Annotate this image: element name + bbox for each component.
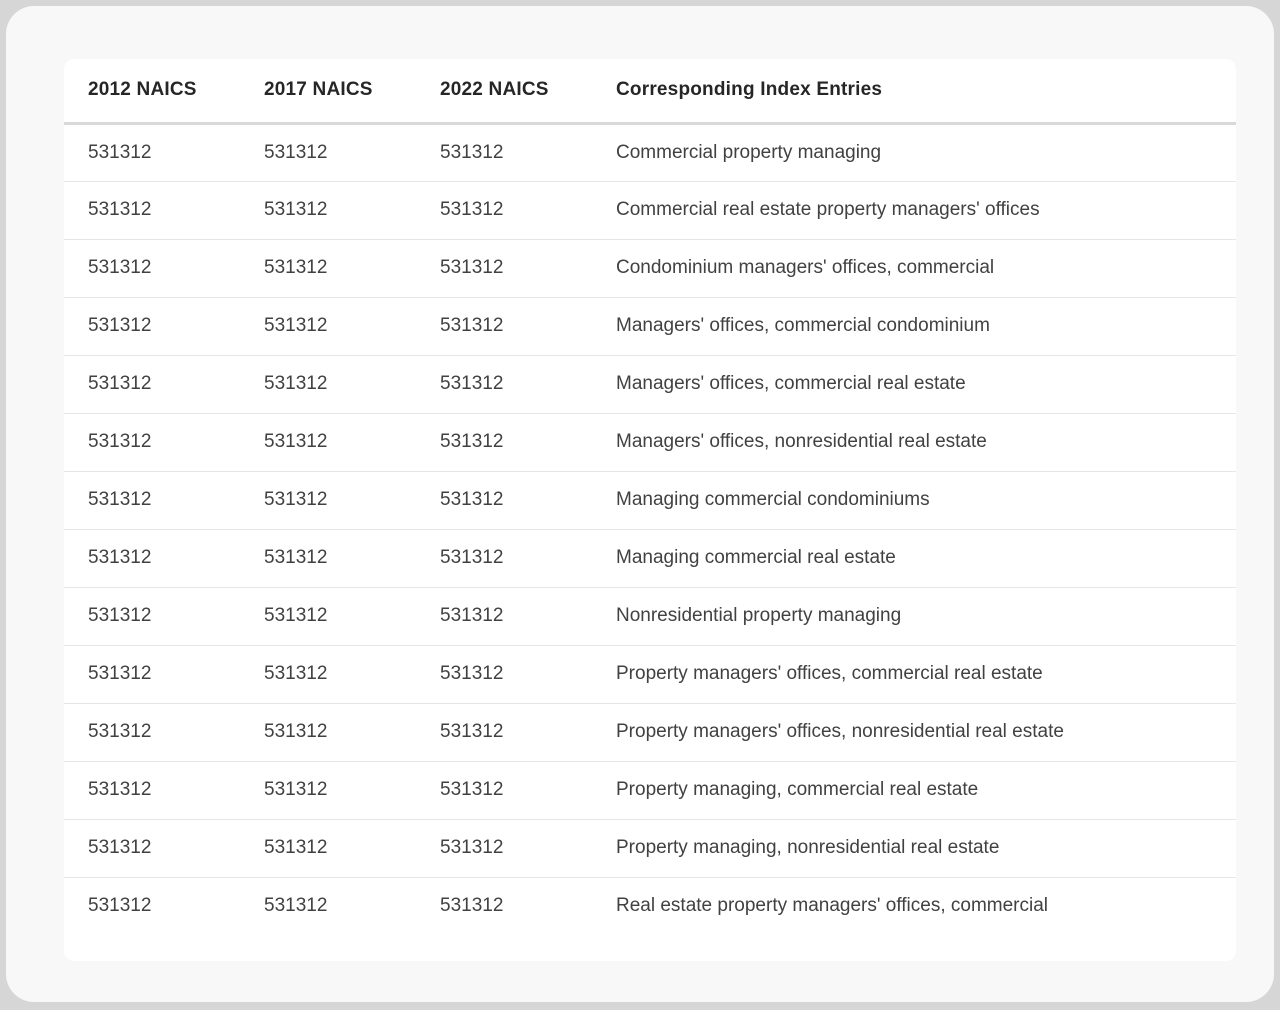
naics-code-cell: 531312: [440, 895, 504, 917]
naics-code-cell: 531312: [240, 239, 416, 298]
index-entry-cell: Property managers' offices, nonresidenti…: [592, 703, 1236, 762]
naics-code-cell: 531312: [64, 123, 240, 182]
naics-code-cell: 531312: [64, 181, 240, 240]
table-row: 531312 531312 531312 Property managing, non…: [64, 819, 1236, 878]
column-header-index-entries: Corresponding Index Entries: [592, 59, 1236, 125]
naics-code-cell: 531312: [64, 703, 240, 762]
naics-code-cell: 531312: [240, 413, 416, 472]
index-entry-cell: Managers' offices, nonresidential real e…: [592, 413, 1236, 472]
table-header-row: 2012 NAICS 2017 NAICS 2022 NAICS Corresp…: [64, 59, 1236, 125]
naics-code-cell: 531312: [240, 761, 416, 820]
naics-code-cell: 531312: [416, 529, 592, 588]
table-row: 531312 531312 531312 Property managers' off…: [64, 645, 1236, 704]
naics-code-cell: 531312: [240, 123, 416, 182]
naics-code-cell: 531312: [416, 239, 592, 298]
naics-code-cell: 531312: [240, 355, 416, 414]
index-entry-cell: Managing commercial condominiums: [592, 471, 1236, 530]
naics-code-cell: 531312: [416, 645, 592, 704]
table-row: 531312 531312 531312 Managers' offices, com…: [64, 297, 1236, 356]
naics-code-cell: 531312: [64, 645, 240, 704]
naics-code-cell: 531312: [416, 123, 592, 182]
index-entry-cell: Property managing, commercial real estat…: [592, 761, 1236, 820]
naics-code-cell: 531312: [64, 413, 240, 472]
naics-code-cell: 531312: [416, 471, 592, 530]
naics-code-cell: 531312: [64, 355, 240, 414]
naics-code-cell: 531312: [64, 761, 240, 820]
naics-code-cell: 531312: [416, 819, 592, 878]
table-row: 531312 531312 531312 Nonresidential propert…: [64, 587, 1236, 646]
naics-code-cell: 531312: [240, 529, 416, 588]
index-entry-cell: Commercial real estate property managers…: [592, 181, 1236, 240]
naics-code-cell: 531312: [240, 645, 416, 704]
table-row: 531312 531312 531312 Property managers' off…: [64, 703, 1236, 762]
index-entry-cell: Property managing, nonresidential real e…: [592, 819, 1236, 878]
table-row: 531312 531312 531312 Property managing, com…: [64, 761, 1236, 820]
naics-code-cell: 531312: [240, 471, 416, 530]
naics-code-cell: 531312: [64, 297, 240, 356]
column-header-2017-naics: 2017 NAICS: [240, 59, 416, 125]
naics-code-cell: 531312: [64, 587, 240, 646]
naics-crosswalk-table: 2012 NAICS 2017 NAICS 2022 NAICS Corresp…: [64, 59, 1236, 935]
naics-code-cell: 531312: [416, 297, 592, 356]
naics-code-cell: 531312: [264, 895, 328, 917]
table-row: 531312 531312 531312 Managers' offices, non…: [64, 413, 1236, 472]
column-header-2022-naics: 2022 NAICS: [416, 59, 592, 125]
naics-code-cell: 531312: [416, 703, 592, 762]
naics-code-cell: 531312: [416, 587, 592, 646]
page-card: 2012 NAICS 2017 NAICS 2022 NAICS Corresp…: [6, 6, 1274, 1002]
naics-code-cell: 531312: [64, 819, 240, 878]
table-row: 531312 531312 531312 Managing commercial re…: [64, 529, 1236, 588]
column-header-2012-naics: 2012 NAICS: [64, 59, 240, 125]
table-row: 531312 531312 531312 Commercial property ma…: [64, 123, 1236, 182]
naics-code-cell: 531312: [240, 587, 416, 646]
table-row: 531312 531312 531312 Real estate property m…: [64, 877, 1236, 935]
naics-code-cell: 531312: [64, 529, 240, 588]
naics-code-cell: 531312: [416, 413, 592, 472]
naics-code-cell: 531312: [240, 703, 416, 762]
table-body: 531312 531312 531312 Commercial property ma…: [64, 123, 1236, 935]
index-entry-cell: Property managers' offices, commercial r…: [592, 645, 1236, 704]
table-row: 531312 531312 531312 Commercial real estate…: [64, 181, 1236, 240]
index-entry-cell: Condominium managers' offices, commercia…: [592, 239, 1236, 298]
naics-code-cell: 531312: [416, 355, 592, 414]
naics-code-cell: 531312: [88, 895, 152, 917]
index-entry-cell: Managers' offices, commercial real estat…: [592, 355, 1236, 414]
table-row: 531312 531312 531312 Managing commercial co…: [64, 471, 1236, 530]
naics-code-cell: 531312: [416, 181, 592, 240]
naics-table-card: 2012 NAICS 2017 NAICS 2022 NAICS Corresp…: [64, 59, 1236, 961]
naics-code-cell: 531312: [64, 471, 240, 530]
index-entry-cell: Nonresidential property managing: [592, 587, 1236, 646]
naics-code-cell: 531312: [64, 239, 240, 298]
naics-code-cell: 531312: [416, 761, 592, 820]
index-entry-cell: Managing commercial real estate: [592, 529, 1236, 588]
index-entry-cell: Managers' offices, commercial condominiu…: [592, 297, 1236, 356]
table-row: 531312 531312 531312 Managers' offices, com…: [64, 355, 1236, 414]
naics-code-cell: 531312: [240, 819, 416, 878]
index-entry-cell: Real estate property managers' offices, …: [616, 895, 1049, 917]
naics-code-cell: 531312: [240, 181, 416, 240]
table-row: 531312 531312 531312 Condominium managers' …: [64, 239, 1236, 298]
naics-code-cell: 531312: [240, 297, 416, 356]
index-entry-cell: Commercial property managing: [592, 123, 1236, 182]
